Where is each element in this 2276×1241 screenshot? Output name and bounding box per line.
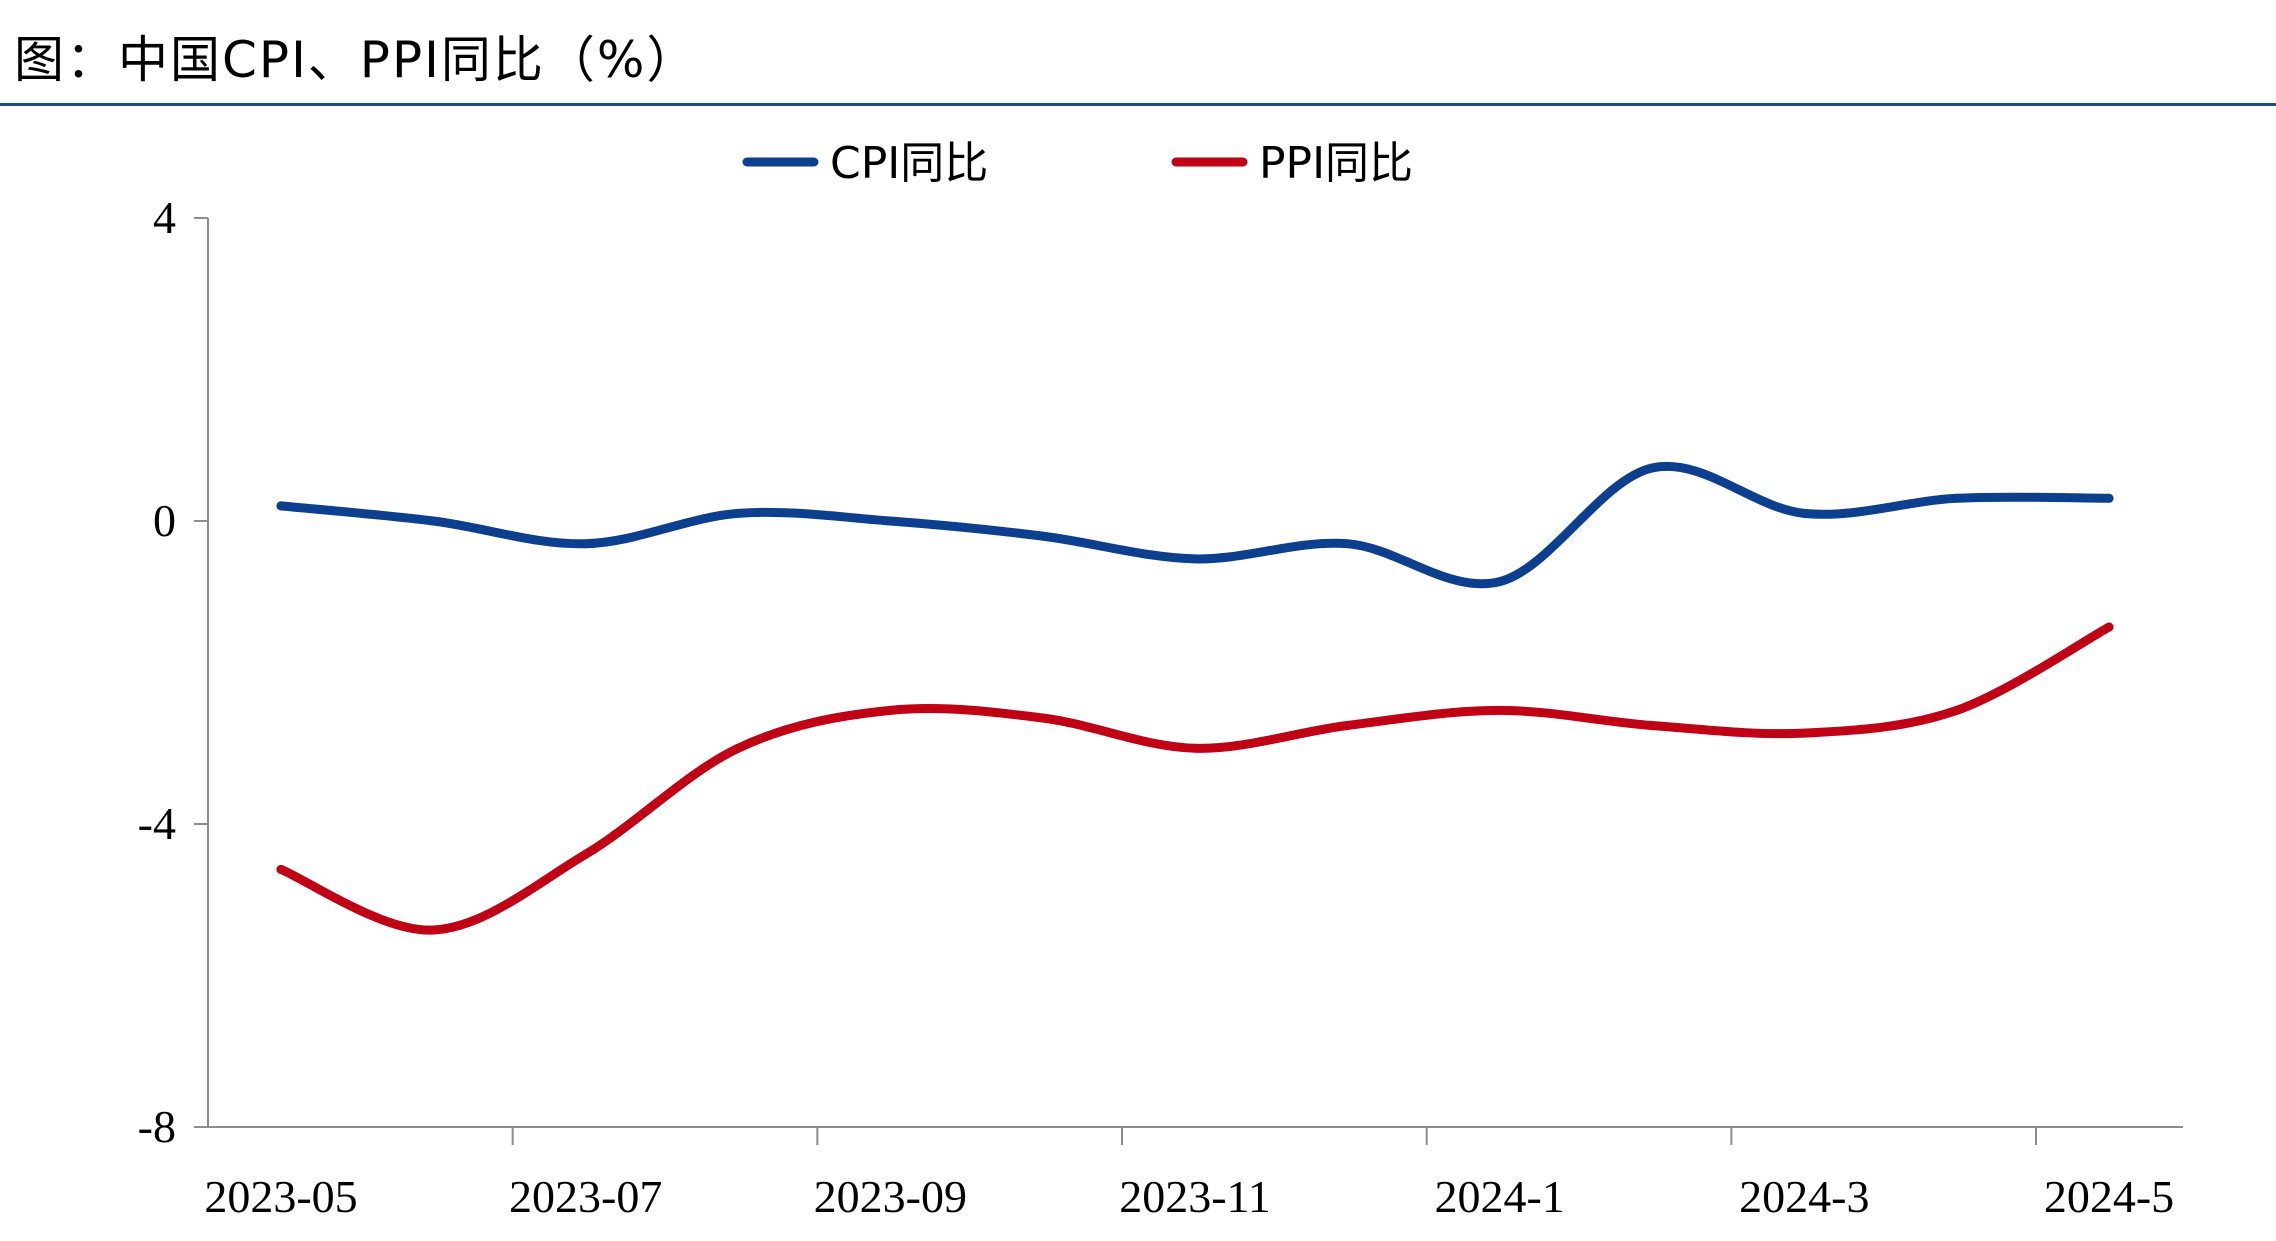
- x-tick-label: 2024-3: [1739, 1171, 1869, 1222]
- data-point: [1190, 554, 1200, 564]
- y-tick-label: -4: [138, 798, 176, 849]
- data-point: [276, 501, 286, 511]
- y-tick-label: -8: [138, 1101, 176, 1152]
- x-tick-label: 2023-09: [814, 1171, 967, 1222]
- data-point: [1952, 705, 1962, 715]
- data-point: [1038, 531, 1048, 541]
- data-point: [885, 705, 895, 715]
- data-point: [1190, 743, 1200, 753]
- legend-label: PPI同比: [1259, 138, 1413, 189]
- cpi-series-line: [276, 461, 2114, 589]
- data-point: [1342, 539, 1352, 549]
- data-point: [2104, 493, 2114, 503]
- data-point: [1647, 721, 1657, 731]
- data-point: [428, 516, 438, 526]
- data-point: [1038, 713, 1048, 723]
- data-point: [276, 864, 286, 874]
- data-point: [733, 508, 743, 518]
- x-tick-label: 2024-5: [2044, 1171, 2174, 1222]
- data-point: [885, 516, 895, 526]
- data-point: [1495, 577, 1505, 587]
- data-point: [1342, 721, 1352, 731]
- x-tick-label: 2023-11: [1119, 1171, 1271, 1222]
- data-point: [1495, 705, 1505, 715]
- data-point: [1799, 508, 1809, 518]
- data-point: [428, 925, 438, 935]
- data-point: [1647, 463, 1657, 473]
- data-point: [1952, 493, 1962, 503]
- data-point: [1799, 728, 1809, 738]
- chart-title: 图：中国CPI、PPI同比（%）: [14, 31, 699, 89]
- y-tick-label: 4: [153, 192, 176, 243]
- y-tick-label: 0: [153, 495, 176, 546]
- title-divider: [0, 103, 2276, 106]
- data-point: [733, 743, 743, 753]
- data-point: [2104, 622, 2114, 632]
- ppi-series-line: [276, 622, 2114, 935]
- legend-label: CPI同比: [830, 138, 988, 189]
- x-tick-label: 2023-07: [509, 1171, 662, 1222]
- data-point: [581, 539, 591, 549]
- data-point: [581, 849, 591, 859]
- x-tick-label: 2023-05: [204, 1171, 357, 1222]
- x-tick-label: 2024-1: [1435, 1171, 1565, 1222]
